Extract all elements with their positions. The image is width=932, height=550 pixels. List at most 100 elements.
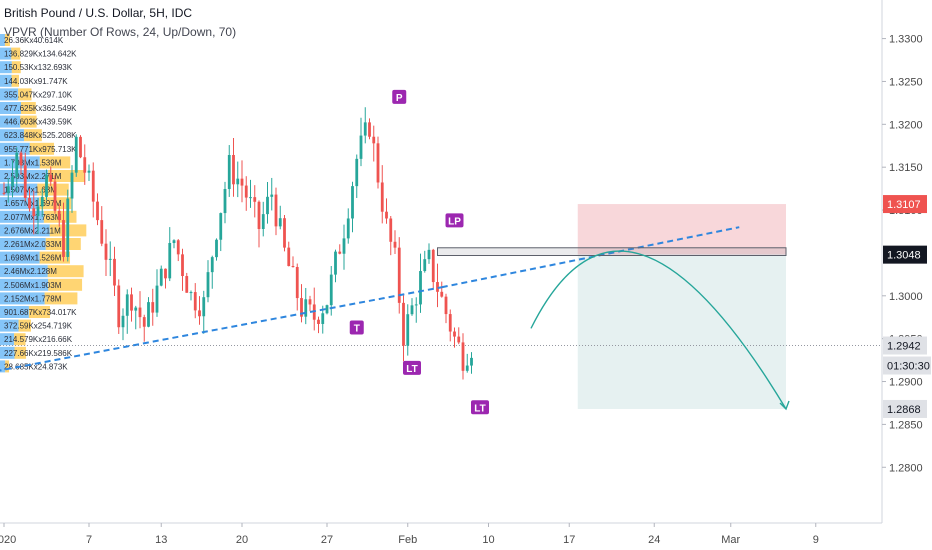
vp-row-label: 26.36Kx40.614K: [4, 36, 64, 45]
vp-row-down: [47, 265, 84, 278]
x-tick-label: 24: [648, 534, 660, 546]
candle-body: [317, 319, 320, 324]
trendline: [0, 286, 442, 372]
vp-row-up: [0, 278, 49, 291]
vp-row-up: [0, 292, 45, 305]
vp-row-label: 355.047Kx297.10K: [4, 90, 73, 99]
x-tick-label: 20: [236, 534, 248, 546]
price-badge: 1.2868: [887, 404, 921, 416]
vp-row-down: [18, 319, 31, 332]
vp-row-down: [39, 156, 71, 169]
candle-body: [108, 258, 112, 260]
x-tick-label: 27: [321, 534, 333, 546]
candle-body: [431, 249, 435, 283]
candle-body: [304, 299, 308, 317]
vp-row-down: [11, 61, 21, 74]
candle-body: [28, 198, 31, 209]
candle-body: [159, 268, 163, 286]
pattern-label: P: [396, 93, 403, 104]
pattern-label-box: [349, 320, 364, 335]
trendline-projection: [441, 226, 740, 289]
candle-body: [202, 297, 206, 317]
candle-body: [36, 206, 40, 217]
projection-arc: [530, 250, 787, 410]
vp-row-label: 136.829Kx134.642K: [4, 50, 77, 59]
candle-body: [113, 258, 116, 286]
candle-body: [419, 271, 422, 305]
vp-row-up: [0, 142, 30, 155]
candle-body: [193, 292, 197, 311]
x-tick-label: 9: [813, 534, 819, 546]
vp-row-label: 28.685Kx24.873K: [4, 362, 68, 371]
vp-row-up: [0, 360, 6, 373]
indicator-legend[interactable]: VPVR (Number Of Rows, 24, Up/Down, 70): [4, 25, 237, 39]
candle-body: [368, 122, 371, 137]
candle-body: [393, 241, 397, 248]
candle-body: [321, 313, 325, 324]
candle-body: [270, 194, 274, 197]
candle-body: [232, 155, 235, 185]
vp-row-up: [0, 61, 12, 74]
candle-body: [87, 170, 91, 173]
candle-body: [57, 210, 61, 221]
candle-body: [274, 194, 278, 227]
vp-row-down: [11, 47, 21, 60]
candle-body: [121, 315, 125, 328]
candle-body: [185, 276, 189, 293]
vp-row-up: [0, 129, 25, 142]
x-tick-label: 7: [86, 534, 92, 546]
vp-row-down: [14, 333, 26, 346]
vp-row-down: [4, 34, 10, 46]
candle-body: [23, 165, 27, 199]
vp-row-down: [5, 360, 10, 373]
candle-body: [283, 218, 286, 248]
vp-row-label: 227.66Kx219.586K: [4, 349, 73, 358]
price-badge-bg: [883, 399, 927, 418]
y-tick-label: 1.3250: [889, 76, 923, 88]
candle-body: [461, 342, 465, 371]
price-badge-bg: [883, 336, 927, 355]
vp-row-down: [29, 142, 55, 155]
vp-row-up: [0, 115, 21, 128]
candle-body: [295, 267, 299, 299]
candle-body: [287, 247, 291, 267]
candle-body: [96, 201, 99, 221]
candle-body: [414, 304, 418, 306]
vp-row-up: [0, 88, 19, 101]
vp-row-label: 623.848Kx525.208K: [4, 131, 77, 140]
candle-body: [465, 365, 469, 371]
candle-body: [79, 136, 82, 158]
price-badge: 01:30:30: [887, 361, 930, 373]
candle-body: [74, 136, 78, 173]
vp-row-up: [0, 74, 12, 87]
candle-body: [100, 220, 104, 244]
vp-row-up: [0, 319, 19, 332]
candle-body: [134, 307, 138, 311]
vp-row-down: [14, 346, 27, 359]
candle-body: [266, 196, 269, 215]
x-tick-label: 13: [155, 534, 167, 546]
vp-row-up: [0, 238, 46, 250]
candle-body: [147, 302, 150, 327]
candle-body: [355, 158, 359, 187]
candle-body: [206, 272, 210, 298]
candle-body: [104, 243, 108, 260]
candle-body: [342, 238, 346, 254]
price-badge-bg: [883, 245, 927, 264]
candle-body: [240, 178, 244, 186]
candle-body: [329, 274, 333, 306]
vp-row-label: 955.771Kx975.713K: [4, 145, 77, 154]
pattern-label: LT: [406, 364, 417, 375]
candle-body: [138, 307, 142, 318]
pattern-label: LP: [448, 216, 461, 227]
vp-row-label: 477.625Kx362.549K: [4, 104, 77, 113]
candle-body: [470, 357, 473, 366]
candle-body: [325, 305, 329, 314]
symbol-title[interactable]: British Pound / U.S. Dollar, 5H, IDC: [4, 6, 193, 20]
candle-body: [83, 157, 87, 173]
y-tick-label: 1.2800: [889, 462, 923, 474]
candle-body: [253, 197, 257, 202]
